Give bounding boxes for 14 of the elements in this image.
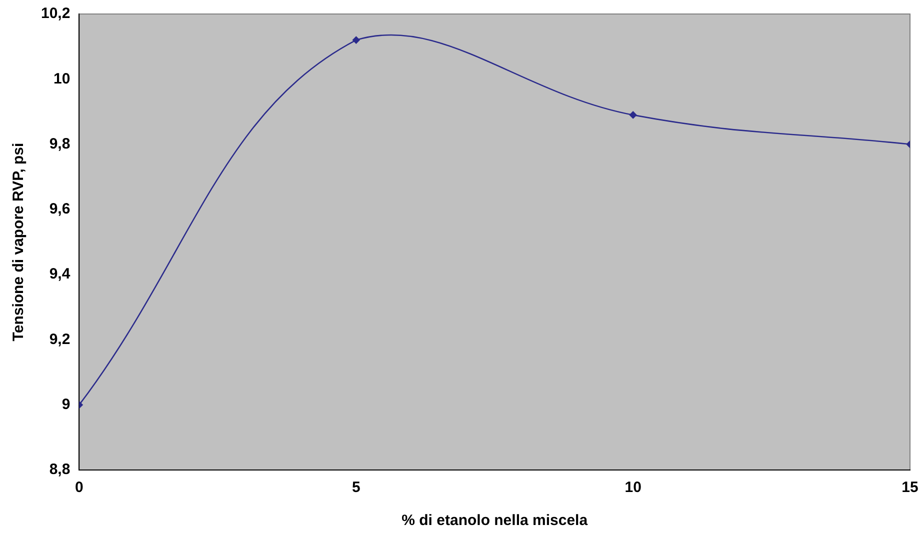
y-tick-label: 10,2 — [40, 5, 70, 22]
y-tick-label: 9,6 — [49, 200, 70, 218]
x-tick-label: 5 — [352, 479, 360, 496]
y-tick-label: 8,8 — [49, 461, 70, 478]
x-tick-label: 10 — [624, 479, 642, 496]
y-tick-label: 9,4 — [49, 266, 71, 283]
y-tick-label: 9 — [62, 396, 70, 413]
y-tick-label: 9,8 — [49, 135, 70, 152]
y-tick-label: 10 — [54, 70, 70, 88]
x-axis-title: % di etanolo nella miscela — [402, 512, 588, 530]
y-tick-label: 9,2 — [49, 330, 70, 348]
x-tick-label: 0 — [75, 479, 84, 496]
y-axis-title: Tensione di vapore RVP, psi — [10, 142, 28, 342]
x-tick-label: 15 — [902, 479, 918, 496]
